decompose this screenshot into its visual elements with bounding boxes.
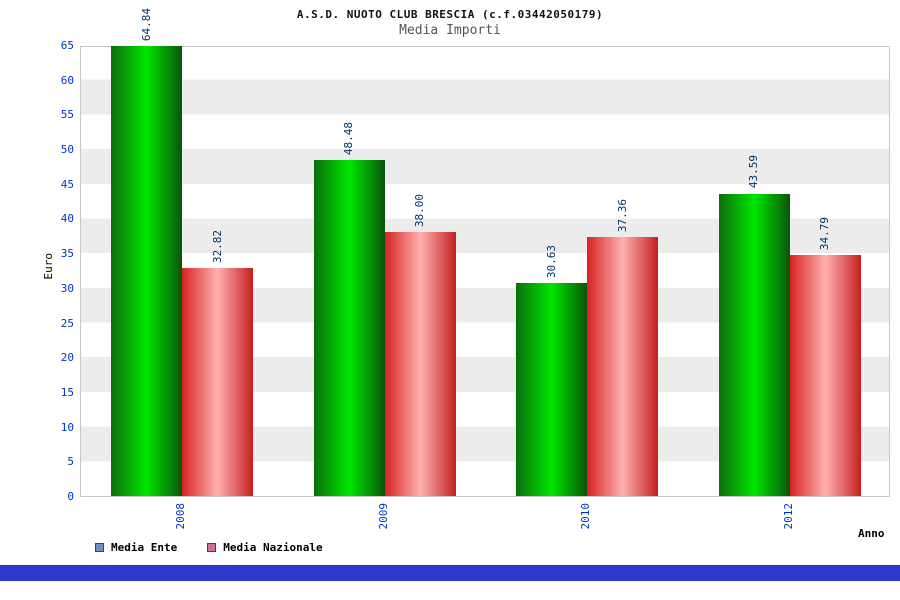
y-axis-tick-label: 10: [60, 420, 74, 434]
legend-swatch-icon: [207, 543, 217, 552]
bar-media-ente: [718, 193, 790, 496]
bar-value-label: 32.82: [210, 230, 224, 264]
y-axis-tick-label: 45: [60, 177, 74, 191]
bar-value-label: 38.00: [413, 194, 427, 228]
bar-media-ente: [111, 46, 183, 496]
bar-media-ente: [516, 283, 588, 496]
y-axis-tick-label: 15: [60, 385, 74, 399]
plot-area: 64.84 32.82 48.48 38.00 30.63 37.36 43.59 34.79: [80, 8, 890, 497]
bar-media-nazionale: [384, 232, 456, 496]
legend-label: Media Ente: [111, 541, 178, 554]
bar-media-nazionale: [789, 254, 861, 496]
bar-value-label: 43.59: [747, 155, 761, 189]
bar-value-label: 34.79: [818, 216, 832, 250]
x-axis-title: Anno: [858, 527, 885, 540]
y-axis-tick-label: 40: [60, 212, 74, 226]
legend-item: Media Nazionale: [207, 541, 323, 554]
bar-value-label: 64.84: [139, 8, 153, 42]
x-axis-category-label: 2009: [376, 503, 390, 530]
y-axis-tick-label: 25: [60, 316, 74, 330]
x-axis-category-label: 2010: [579, 503, 593, 530]
bar-value-label: 37.36: [615, 198, 629, 232]
legend-item: Media Ente: [95, 541, 177, 554]
y-axis-tick-label: 30: [60, 281, 74, 295]
bar-media-ente: [313, 159, 385, 496]
y-axis-tick-label: 55: [60, 108, 74, 122]
y-axis-tick-label: 0: [67, 490, 74, 503]
y-axis-tick-label: 5: [67, 455, 74, 469]
legend: Media Ente Media Nazionale: [95, 541, 323, 554]
bottom-strip: [0, 565, 900, 581]
bar-media-nazionale: [182, 268, 254, 496]
bar-value-label: 48.48: [342, 121, 356, 155]
chart-title: A.S.D. NUOTO CLUB BRESCIA (c.f.034420501…: [296, 8, 604, 21]
legend-swatch-icon: [95, 543, 104, 552]
y-axis-tick-label: 65: [60, 39, 74, 52]
legend-label: Media Nazionale: [223, 541, 323, 554]
y-axis-tick-label: 35: [60, 247, 74, 261]
y-axis-tick-label: 50: [60, 143, 74, 157]
bar-media-nazionale: [587, 236, 659, 496]
x-axis-category-label: 2012: [781, 503, 795, 530]
y-axis-tick-label: 20: [60, 351, 74, 365]
chart-subtitle: Media Importi: [399, 23, 501, 38]
x-axis-category-label: 2008: [174, 503, 188, 530]
bar-value-label: 30.63: [544, 245, 558, 279]
y-axis-tick-label: 60: [60, 73, 74, 87]
